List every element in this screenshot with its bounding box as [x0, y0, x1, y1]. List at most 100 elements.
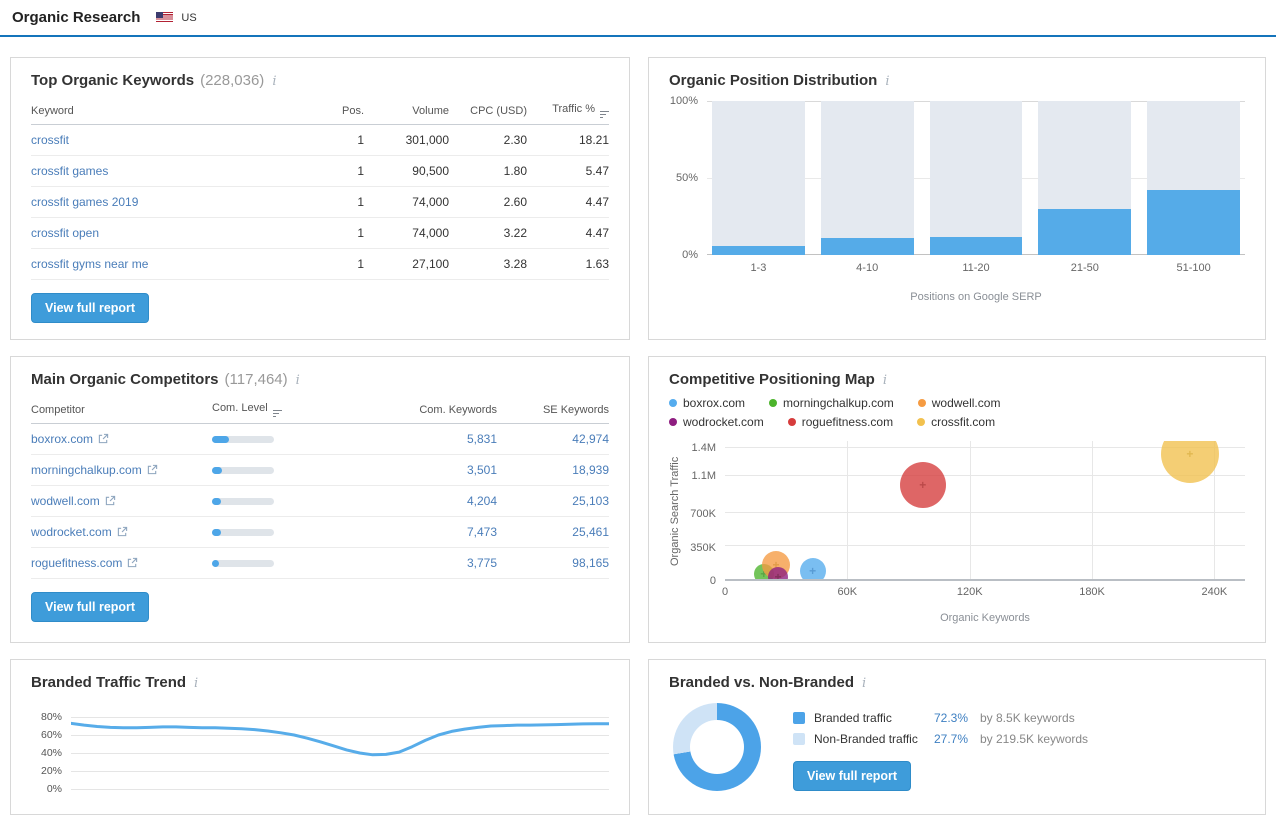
pos-value: 1 — [304, 248, 364, 280]
panel-title: Main Organic Competitors — [31, 371, 219, 388]
legend-item-boxrox.com[interactable]: boxrox.com — [669, 396, 745, 410]
info-icon[interactable]: i — [295, 373, 300, 388]
gridline — [71, 771, 609, 772]
branded-percent: 72.3% — [934, 711, 969, 725]
competition-level-bar — [212, 436, 274, 444]
competition-level-fill — [212, 467, 222, 475]
competitor-link[interactable]: wodwell.com — [31, 494, 100, 508]
table-row: crossfit games 1 90,500 1.80 5.47 — [31, 155, 609, 187]
view-full-report-button[interactable]: View full report — [31, 293, 150, 323]
panel-organic-position-distribution: Organic Position Distribution i 100% 50%… — [648, 57, 1266, 340]
bar-11-20[interactable] — [929, 101, 1023, 255]
gridline — [1214, 441, 1216, 579]
panel-branded-traffic-trend: Branded Traffic Trend i 80% 60% 40% 20% 0% — [10, 659, 630, 815]
country-label: US — [181, 11, 197, 24]
bar-51-100[interactable] — [1147, 101, 1240, 255]
se-keywords-value[interactable]: 25,461 — [497, 516, 609, 548]
branded-donut-chart[interactable] — [673, 703, 761, 791]
col-com-level: Com. Level — [212, 394, 372, 424]
bubble-crossfit.com[interactable]: + — [1160, 441, 1219, 484]
trend-yticks: 80% 60% 40% 20% 0% — [31, 705, 71, 797]
competitor-link[interactable]: roguefitness.com — [31, 556, 123, 570]
legend-label: crossfit.com — [931, 415, 996, 429]
view-full-report-button[interactable]: View full report — [31, 592, 150, 622]
com-keywords-value[interactable]: 7,473 — [372, 516, 497, 548]
col-traffic: Traffic % — [527, 95, 609, 125]
panel-branded-vs-non-branded: Branded vs. Non-Branded i Branded traffi… — [648, 659, 1266, 815]
pos-value: 1 — [304, 217, 364, 249]
se-keywords-value[interactable]: 25,103 — [497, 485, 609, 517]
legend-label: wodwell.com — [931, 396, 1001, 410]
keyword-link[interactable]: crossfit games 2019 — [31, 195, 139, 209]
keyword-link[interactable]: crossfit — [31, 133, 70, 147]
volume-value: 301,000 — [364, 124, 449, 156]
trend-line — [71, 723, 609, 755]
competitor-link[interactable]: boxrox.com — [31, 432, 94, 446]
y-tick-label: 0 — [709, 575, 716, 587]
y-tick-label: 80% — [40, 711, 62, 723]
bubble-roguefitness.com[interactable]: + — [899, 462, 946, 509]
info-icon[interactable]: i — [885, 74, 890, 89]
competitor-link[interactable]: wodrocket.com — [31, 525, 112, 539]
volume-value: 90,500 — [364, 155, 449, 187]
gridline — [71, 735, 609, 736]
se-keywords-value[interactable]: 18,939 — [497, 454, 609, 486]
table-row: wodrocket.com 7,473 25,461 — [31, 516, 609, 548]
gridline — [725, 474, 1245, 476]
bubble-wodrocket.com[interactable]: + — [768, 566, 789, 579]
se-keywords-value[interactable]: 98,165 — [497, 547, 609, 579]
info-icon[interactable]: i — [862, 676, 867, 691]
branded-traffic-trend-chart: 80% 60% 40% 20% 0% — [31, 705, 609, 797]
sort-icon[interactable] — [272, 409, 282, 417]
legend-item-roguefitness.com[interactable]: roguefitness.com — [787, 415, 893, 429]
keyword-link[interactable]: crossfit gyms near me — [31, 257, 149, 271]
sort-icon[interactable] — [600, 110, 609, 118]
info-icon[interactable]: i — [882, 373, 888, 388]
view-full-report-button[interactable]: View full report — [793, 761, 912, 791]
external-link-icon — [98, 433, 109, 444]
panel-main-organic-competitors: Main Organic Competitors (117,464) i Com… — [10, 356, 630, 643]
legend-label: wodrocket.com — [683, 415, 764, 429]
gridline — [1092, 441, 1094, 579]
volume-value: 74,000 — [364, 217, 449, 249]
position-distribution-plot — [707, 101, 1245, 255]
trend-plot — [71, 705, 609, 797]
keyword-link[interactable]: crossfit open — [31, 226, 100, 240]
bar-1-3[interactable] — [712, 101, 805, 255]
competition-level-bar — [212, 498, 274, 506]
competition-level-fill — [212, 436, 230, 444]
legend-item-wodwell.com[interactable]: wodwell.com — [917, 396, 1001, 410]
info-icon[interactable]: i — [272, 74, 277, 89]
col-traffic-label: Traffic % — [552, 103, 595, 115]
bar-21-50[interactable] — [1038, 101, 1132, 255]
com-keywords-value[interactable]: 5,831 — [372, 423, 497, 455]
cpc-value: 1.80 — [449, 155, 527, 187]
positioning-map-legend: boxrox.com morningchalkup.com wodwell.com w… — [669, 396, 1039, 429]
table-row: wodwell.com 4,204 25,103 — [31, 485, 609, 517]
legend-item-morningchalkup.com[interactable]: morningchalkup.com — [769, 396, 894, 410]
panel-competitive-positioning-map: Competitive Positioning Map i boxrox.com… — [648, 356, 1266, 643]
flag-canton — [156, 12, 164, 18]
competitor-link[interactable]: morningchalkup.com — [31, 463, 142, 477]
traffic-value: 4.47 — [527, 217, 609, 249]
bar-4-10[interactable] — [820, 101, 914, 255]
com-keywords-value[interactable]: 3,775 — [372, 547, 497, 579]
legend-item-wodrocket.com[interactable]: wodrocket.com — [669, 415, 764, 429]
com-keywords-value[interactable]: 3,501 — [372, 454, 497, 486]
legend-item-crossfit.com[interactable]: crossfit.com — [917, 415, 995, 429]
table-row: crossfit 1 301,000 2.30 18.21 — [31, 124, 609, 156]
gridline — [71, 717, 609, 718]
legend-dot — [917, 418, 926, 426]
bubble-boxrox.com[interactable]: + — [799, 557, 826, 579]
cpc-value: 3.22 — [449, 217, 527, 249]
keyword-link[interactable]: crossfit games — [31, 164, 109, 178]
col-com-keywords: Com. Keywords — [372, 394, 497, 424]
com-keywords-value[interactable]: 4,204 — [372, 485, 497, 517]
non-branded-detail: by 219.5K keywords — [980, 732, 1089, 746]
col-volume: Volume — [364, 95, 449, 125]
col-se-keywords: SE Keywords — [497, 394, 609, 424]
se-keywords-value[interactable]: 42,974 — [497, 423, 609, 455]
y-tick-label: 1.1M — [691, 470, 716, 483]
info-icon[interactable]: i — [194, 676, 199, 691]
panel-title: Branded Traffic Trend — [31, 674, 187, 691]
